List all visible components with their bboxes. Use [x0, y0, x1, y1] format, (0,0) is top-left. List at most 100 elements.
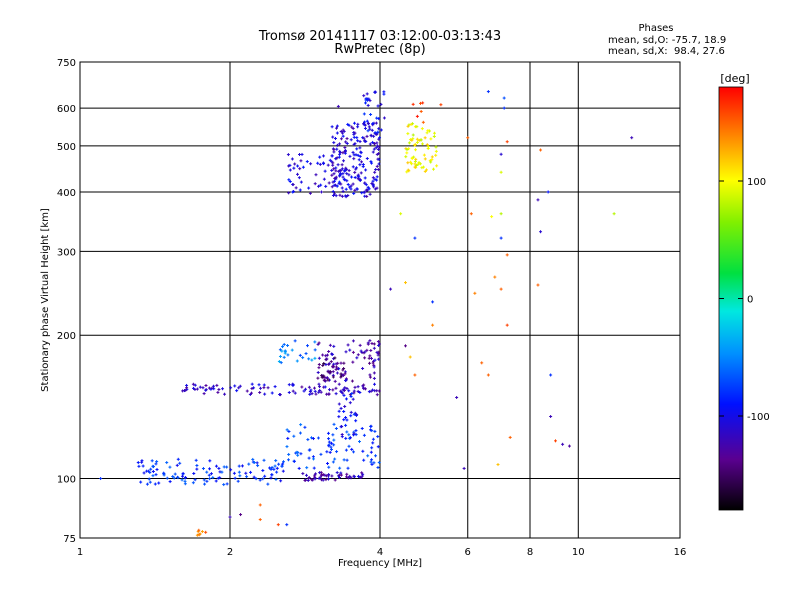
data-point — [413, 373, 417, 377]
data-point — [266, 482, 270, 486]
data-point — [429, 137, 433, 141]
data-point — [432, 131, 436, 135]
data-point — [508, 435, 512, 439]
data-point — [150, 459, 154, 463]
y-tick-label: 500 — [57, 142, 76, 153]
data-point — [360, 471, 364, 475]
data-point — [327, 477, 331, 481]
data-point — [238, 474, 242, 478]
data-point — [371, 441, 375, 445]
data-point — [217, 387, 221, 391]
data-point — [175, 463, 179, 467]
data-point — [377, 157, 381, 161]
data-point — [262, 458, 266, 462]
data-point — [301, 472, 305, 476]
data-point — [413, 165, 417, 169]
data-point — [363, 176, 367, 180]
data-point — [353, 170, 357, 174]
data-point — [337, 155, 341, 159]
data-point — [418, 101, 422, 105]
data-point — [377, 357, 381, 361]
data-point — [195, 533, 199, 537]
data-point — [332, 148, 336, 152]
data-point — [285, 523, 289, 527]
data-point — [197, 528, 201, 532]
data-point — [338, 149, 342, 153]
data-point — [341, 151, 345, 155]
data-point — [185, 383, 189, 387]
data-point — [240, 464, 244, 468]
data-point — [317, 356, 321, 360]
data-point — [425, 131, 429, 135]
y-tick-label: 200 — [57, 331, 76, 342]
data-point — [375, 186, 379, 190]
data-point — [328, 158, 332, 162]
data-point — [379, 128, 383, 132]
data-point — [326, 378, 330, 382]
data-point — [263, 392, 267, 396]
data-point — [435, 164, 439, 168]
data-point — [357, 175, 361, 179]
data-point — [181, 471, 185, 475]
data-point — [408, 355, 412, 359]
data-point — [142, 471, 146, 475]
data-point — [347, 389, 351, 393]
data-point — [147, 477, 151, 481]
data-point — [422, 153, 426, 157]
data-point — [207, 386, 211, 390]
data-point — [372, 365, 376, 369]
data-point — [288, 180, 292, 184]
y-tick-label: 400 — [57, 188, 76, 199]
data-point — [317, 477, 321, 481]
data-point — [280, 464, 284, 468]
data-point — [302, 389, 306, 393]
data-point — [327, 472, 331, 476]
data-point — [335, 143, 339, 147]
data-points-layer — [99, 90, 634, 537]
data-point — [330, 185, 334, 189]
data-point — [252, 460, 256, 464]
data-point — [366, 121, 370, 125]
data-point — [364, 168, 368, 172]
data-point — [360, 160, 364, 164]
data-point — [357, 158, 361, 162]
data-point — [371, 437, 375, 441]
data-point — [334, 194, 338, 198]
data-point — [282, 342, 286, 346]
data-point — [331, 433, 335, 437]
data-point — [335, 124, 339, 128]
data-point — [261, 477, 265, 481]
data-point — [339, 361, 343, 365]
data-point — [270, 473, 274, 477]
data-point — [152, 465, 156, 469]
data-point — [344, 379, 348, 383]
data-point — [415, 137, 419, 141]
data-point — [228, 515, 232, 519]
data-point — [414, 157, 418, 161]
data-point — [344, 350, 348, 354]
data-point — [245, 389, 249, 393]
data-point — [425, 143, 429, 147]
data-point — [369, 424, 373, 428]
data-point — [221, 387, 225, 391]
data-point — [200, 530, 204, 534]
data-point — [327, 437, 331, 441]
data-point — [338, 152, 342, 156]
data-point — [165, 476, 169, 480]
data-point — [310, 358, 314, 362]
data-point — [356, 139, 360, 143]
data-point — [340, 194, 344, 198]
data-point — [376, 445, 380, 449]
data-point — [317, 341, 321, 345]
data-point — [291, 383, 295, 387]
data-point — [335, 126, 339, 130]
data-point — [326, 370, 330, 374]
data-point — [345, 475, 349, 479]
data-point — [165, 461, 169, 465]
data-point — [304, 352, 308, 356]
data-point — [486, 90, 490, 94]
data-point — [317, 362, 321, 366]
data-point — [376, 147, 380, 151]
data-point — [350, 379, 354, 383]
data-point — [215, 383, 219, 387]
